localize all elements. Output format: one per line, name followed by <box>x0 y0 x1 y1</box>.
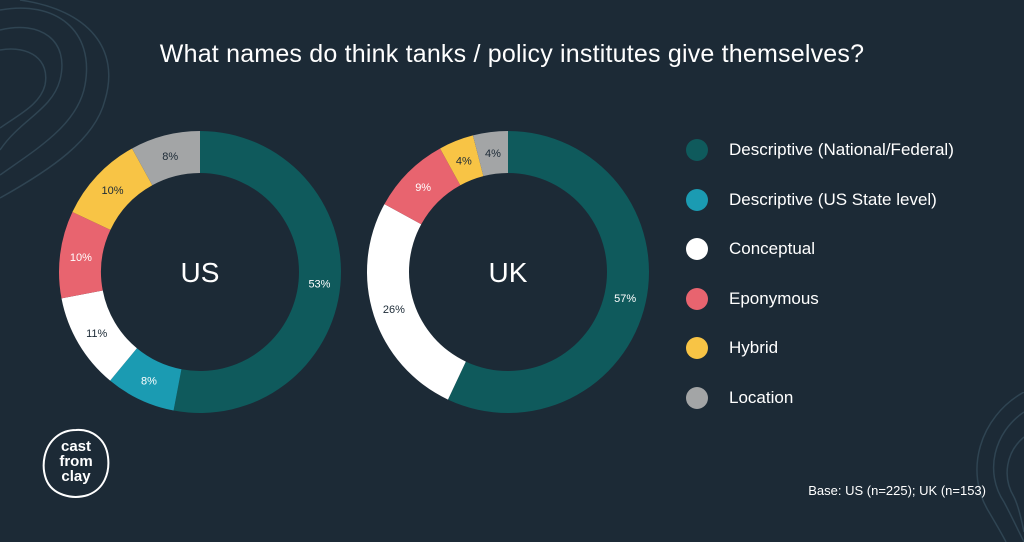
legend: Descriptive (National/Federal) Descripti… <box>686 136 954 433</box>
contour-decoration-top-left <box>0 0 110 199</box>
legend-item-eponymous: Eponymous <box>686 285 954 313</box>
center-label: UK <box>489 257 528 288</box>
legend-swatch <box>686 337 708 359</box>
legend-item-conceptual: Conceptual <box>686 235 954 263</box>
slice-hybrid <box>440 135 484 186</box>
slice-label: 10% <box>70 252 92 264</box>
legend-item-location: Location <box>686 384 954 412</box>
logo-line: clay <box>61 468 91 485</box>
slice-eponymous <box>58 211 111 299</box>
legend-label: Conceptual <box>729 239 816 258</box>
slice-location <box>132 131 200 186</box>
slice-descriptive-national-federal <box>173 131 341 414</box>
logo-text: cast from clay <box>40 439 112 484</box>
legend-swatch <box>686 188 708 211</box>
legend-label: Descriptive (National/Federal) <box>729 140 954 159</box>
cast-from-clay-logo: cast from clay <box>40 427 112 499</box>
legend-swatch <box>686 287 708 310</box>
legend-item-hybrid: Hybrid <box>686 334 954 362</box>
slice-conceptual <box>367 204 466 400</box>
contour-decoration-bottom-right <box>976 392 1024 542</box>
slice-label: 8% <box>141 376 157 388</box>
slice-descriptive-national-federal <box>447 131 649 413</box>
legend-swatch <box>686 386 708 409</box>
logo-blob-icon <box>42 428 110 498</box>
slice-hybrid <box>72 148 153 230</box>
logo-line: cast <box>60 438 92 455</box>
slice-location <box>472 131 508 177</box>
slice-label: 4% <box>485 148 501 160</box>
slice-label: 57% <box>614 293 636 305</box>
legend-swatch <box>686 238 708 260</box>
slice-label: 4% <box>456 155 472 167</box>
legend-swatch <box>686 139 708 161</box>
slice-label: 8% <box>162 151 178 163</box>
legend-label: Descriptive (US State level) <box>729 189 937 209</box>
legend-label: Hybrid <box>729 338 779 357</box>
donut-us: 53% 8% 11% 10% 10% 8% US <box>58 131 341 414</box>
legend-item-descriptive-national: Descriptive (National/Federal) <box>686 136 954 164</box>
slice-label: 26% <box>383 304 405 316</box>
base-note: Base: US (n=225); UK (n=153) <box>808 483 986 498</box>
chart-title: What names do think tanks / policy insti… <box>159 40 865 68</box>
slice-label: 11% <box>86 328 107 340</box>
center-label: US <box>181 257 220 288</box>
legend-item-descriptive-state: Descriptive (US State level) <box>686 186 954 214</box>
slice-label: 10% <box>102 185 124 197</box>
legend-label: Eponymous <box>729 288 819 308</box>
donut-uk: 57% 26% 9% 4% 4% UK <box>367 131 649 413</box>
slice-conceptual <box>61 290 137 381</box>
logo-line: from <box>59 453 93 470</box>
slice-eponymous <box>384 148 461 225</box>
slice-descriptive-us-state-level <box>110 348 182 411</box>
slice-label: 53% <box>308 278 330 290</box>
legend-label: Location <box>729 387 794 407</box>
slice-label: 9% <box>415 182 431 194</box>
